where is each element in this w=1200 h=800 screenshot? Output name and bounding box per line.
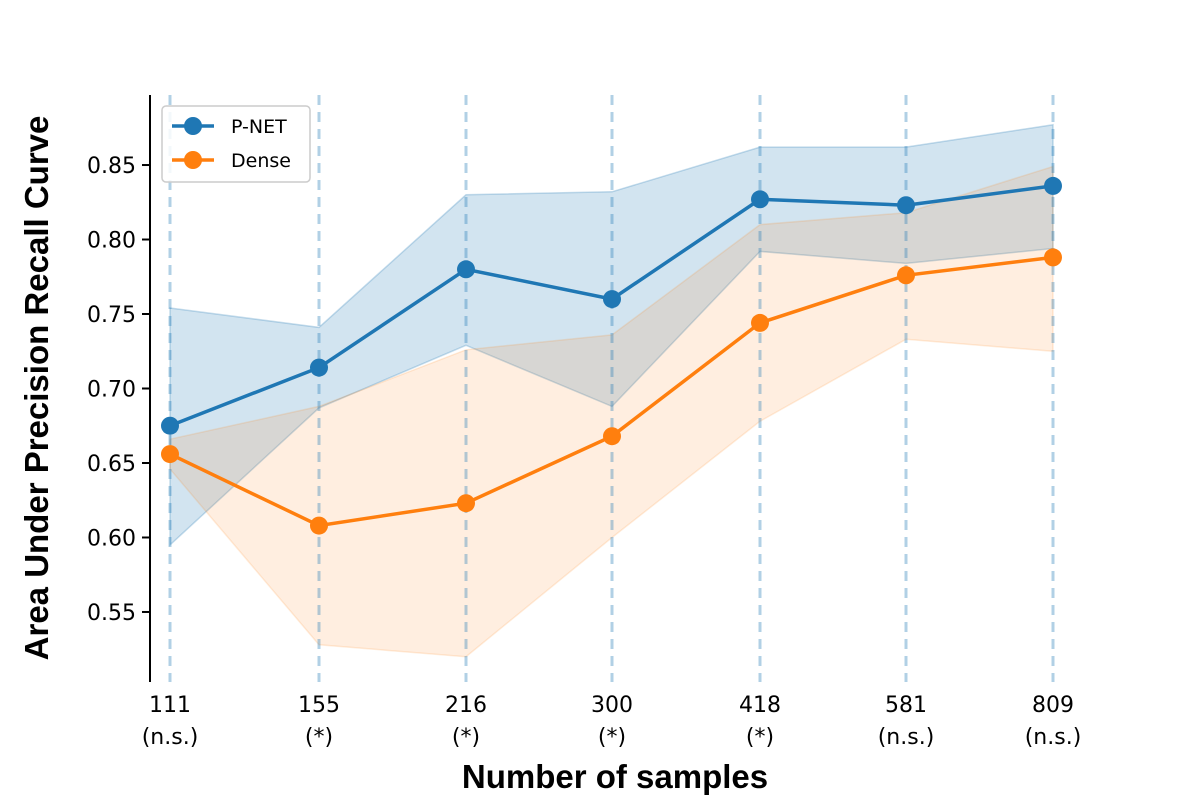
x-tick-label: 300 [591, 693, 633, 718]
point-dense-111 [161, 445, 179, 464]
point-p-net-581 [897, 196, 915, 215]
y-tick-label: 0.65 [87, 452, 136, 477]
y-tick-label: 0.55 [87, 601, 136, 626]
x-tick-label: 418 [739, 693, 781, 718]
point-dense-581 [897, 266, 915, 285]
point-p-net-809 [1044, 176, 1062, 195]
x-tick-note: (*) [452, 725, 480, 750]
y-tick-label: 0.60 [87, 526, 136, 551]
point-p-net-216 [457, 260, 475, 279]
legend-label-dense: Dense [231, 150, 291, 172]
x-tick-note: (n.s.) [142, 725, 199, 750]
x-tick-note: (n.s.) [878, 725, 935, 750]
y-tick-label: 0.70 [87, 378, 136, 403]
legend-marker-p-net [184, 117, 202, 135]
point-dense-216 [457, 494, 475, 513]
point-p-net-155 [310, 358, 328, 377]
legend-label-p-net: P-NET [231, 116, 287, 138]
x-tick-note: (*) [305, 725, 333, 750]
x-tick-label: 155 [298, 693, 340, 718]
point-p-net-300 [603, 290, 621, 309]
x-tick-label: 111 [149, 693, 191, 718]
point-dense-155 [310, 516, 328, 535]
x-tick-note: (n.s.) [1025, 725, 1082, 750]
legend-marker-dense [184, 151, 202, 169]
y-axis-title: Area Under Precision Recall Curve [18, 116, 55, 661]
y-tick-label: 0.80 [87, 229, 136, 254]
band-dense [169, 165, 1054, 658]
y-tick-label: 0.75 [87, 303, 136, 328]
point-dense-300 [603, 427, 621, 446]
x-axis-title: Number of samples [462, 758, 768, 795]
point-dense-418 [751, 313, 769, 332]
x-tick-note: (*) [746, 725, 774, 750]
series-points [161, 176, 1062, 535]
point-p-net-418 [751, 190, 769, 209]
x-tick-label: 809 [1032, 693, 1074, 718]
vertical-guides [168, 95, 1055, 682]
legend: P-NET Dense [161, 105, 311, 183]
x-tick-note: (*) [598, 725, 626, 750]
x-ticks: 111 (n.s.) 155 (*) 216 (*) 300 (*) 418 (*) 581 (n.s… [142, 693, 1082, 750]
y-ticks: 0.55 0.60 0.65 0.70 0.75 0.80 0.85 [87, 154, 150, 626]
point-p-net-111 [161, 416, 179, 435]
x-tick-label: 216 [445, 693, 487, 718]
point-dense-809 [1044, 248, 1062, 267]
x-tick-label: 581 [885, 693, 927, 718]
y-tick-label: 0.85 [87, 154, 136, 179]
